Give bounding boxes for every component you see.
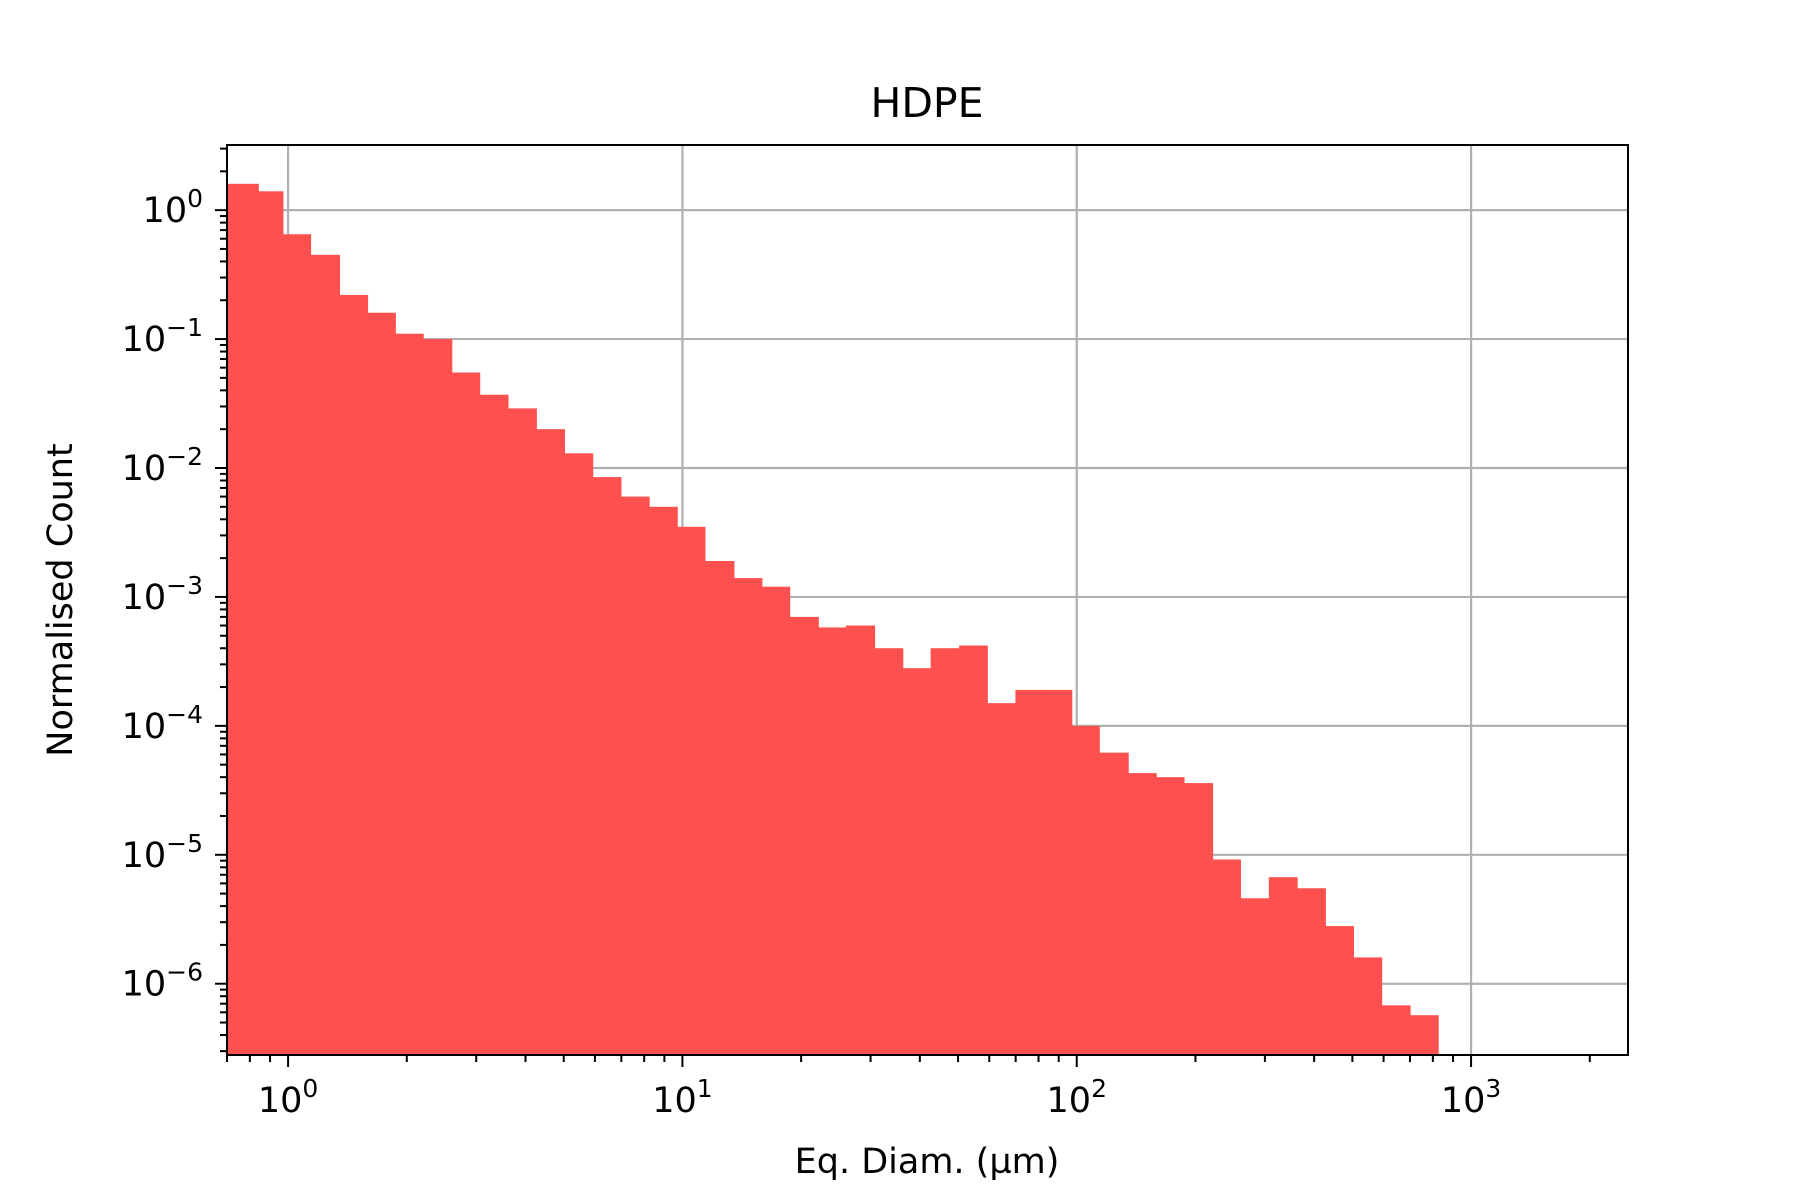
y-tick-label: 10−3: [122, 571, 203, 618]
histogram-bar: [1156, 777, 1185, 1055]
histogram-bars: [227, 183, 1439, 1056]
y-axis-label: Normalised Count: [41, 443, 81, 756]
x-axis-label: Eq. Diam. (µm): [795, 1142, 1060, 1182]
histogram-bar: [789, 616, 819, 1055]
y-tick-label: 10−1: [122, 313, 203, 360]
histogram-bar: [423, 339, 453, 1055]
x-tick-labels: 100 101 102 103: [258, 1074, 1501, 1121]
histogram-bar: [451, 372, 481, 1055]
histogram-bar: [536, 429, 565, 1055]
histogram-bar: [367, 312, 396, 1055]
histogram-bar: [1212, 859, 1241, 1055]
axis-ticks: [215, 147, 1591, 1067]
x-tick-label: 100: [258, 1074, 318, 1121]
y-tick-labels: 100 10−1 10−2 10−3 10−4 10−5 10−6: [122, 184, 203, 1005]
histogram-bar: [1325, 926, 1354, 1055]
histogram-bar: [987, 703, 1017, 1055]
histogram-bar: [649, 506, 678, 1055]
x-tick-label: 102: [1047, 1074, 1107, 1121]
histogram-bar: [704, 560, 735, 1055]
histogram-bar: [1268, 877, 1298, 1055]
histogram-bar: [1099, 752, 1129, 1055]
histogram-bar: [846, 625, 876, 1055]
histogram-bar: [930, 648, 960, 1055]
histogram-bar: [592, 477, 622, 1056]
x-tick-label: 103: [1441, 1074, 1501, 1121]
histogram-bar: [479, 394, 509, 1055]
histogram-bar: [1353, 957, 1383, 1055]
y-tick-label: 100: [143, 184, 203, 231]
histogram-bar: [1183, 783, 1214, 1055]
histogram-bar: [564, 453, 594, 1055]
histogram-bar: [1381, 1005, 1411, 1055]
histogram-bar: [339, 294, 369, 1055]
histogram-bar: [507, 408, 537, 1055]
y-tick-label: 10−5: [122, 829, 203, 876]
histogram-bar: [1128, 773, 1157, 1055]
histogram-bar: [1297, 888, 1326, 1055]
histogram-bar: [282, 234, 312, 1056]
x-tick-label: 101: [652, 1074, 712, 1121]
y-tick-label: 10−4: [122, 700, 203, 747]
plot-frame: [226, 144, 1629, 1056]
histogram-bar: [1409, 1015, 1439, 1055]
histogram-bar: [1240, 898, 1270, 1055]
histogram-bar: [733, 578, 763, 1055]
histogram-bar: [1043, 689, 1073, 1055]
histogram-bar: [620, 496, 650, 1055]
histogram-bar: [227, 183, 259, 1055]
histogram-bar: [310, 254, 341, 1056]
histogram-bar: [902, 668, 932, 1055]
histogram-bar: [1015, 689, 1045, 1055]
histogram-bar: [258, 191, 284, 1055]
histogram-bar: [761, 586, 791, 1055]
histogram-bar: [874, 648, 904, 1055]
histogram-bar: [959, 645, 988, 1055]
histogram-bar: [1071, 725, 1100, 1055]
y-tick-label: 10−6: [122, 958, 203, 1005]
histogram-bar: [395, 333, 424, 1055]
y-tick-label: 10−2: [122, 442, 203, 489]
histogram-bar: [677, 526, 706, 1055]
histogram-bar: [818, 627, 847, 1055]
chart-title: HDPE: [870, 79, 983, 127]
